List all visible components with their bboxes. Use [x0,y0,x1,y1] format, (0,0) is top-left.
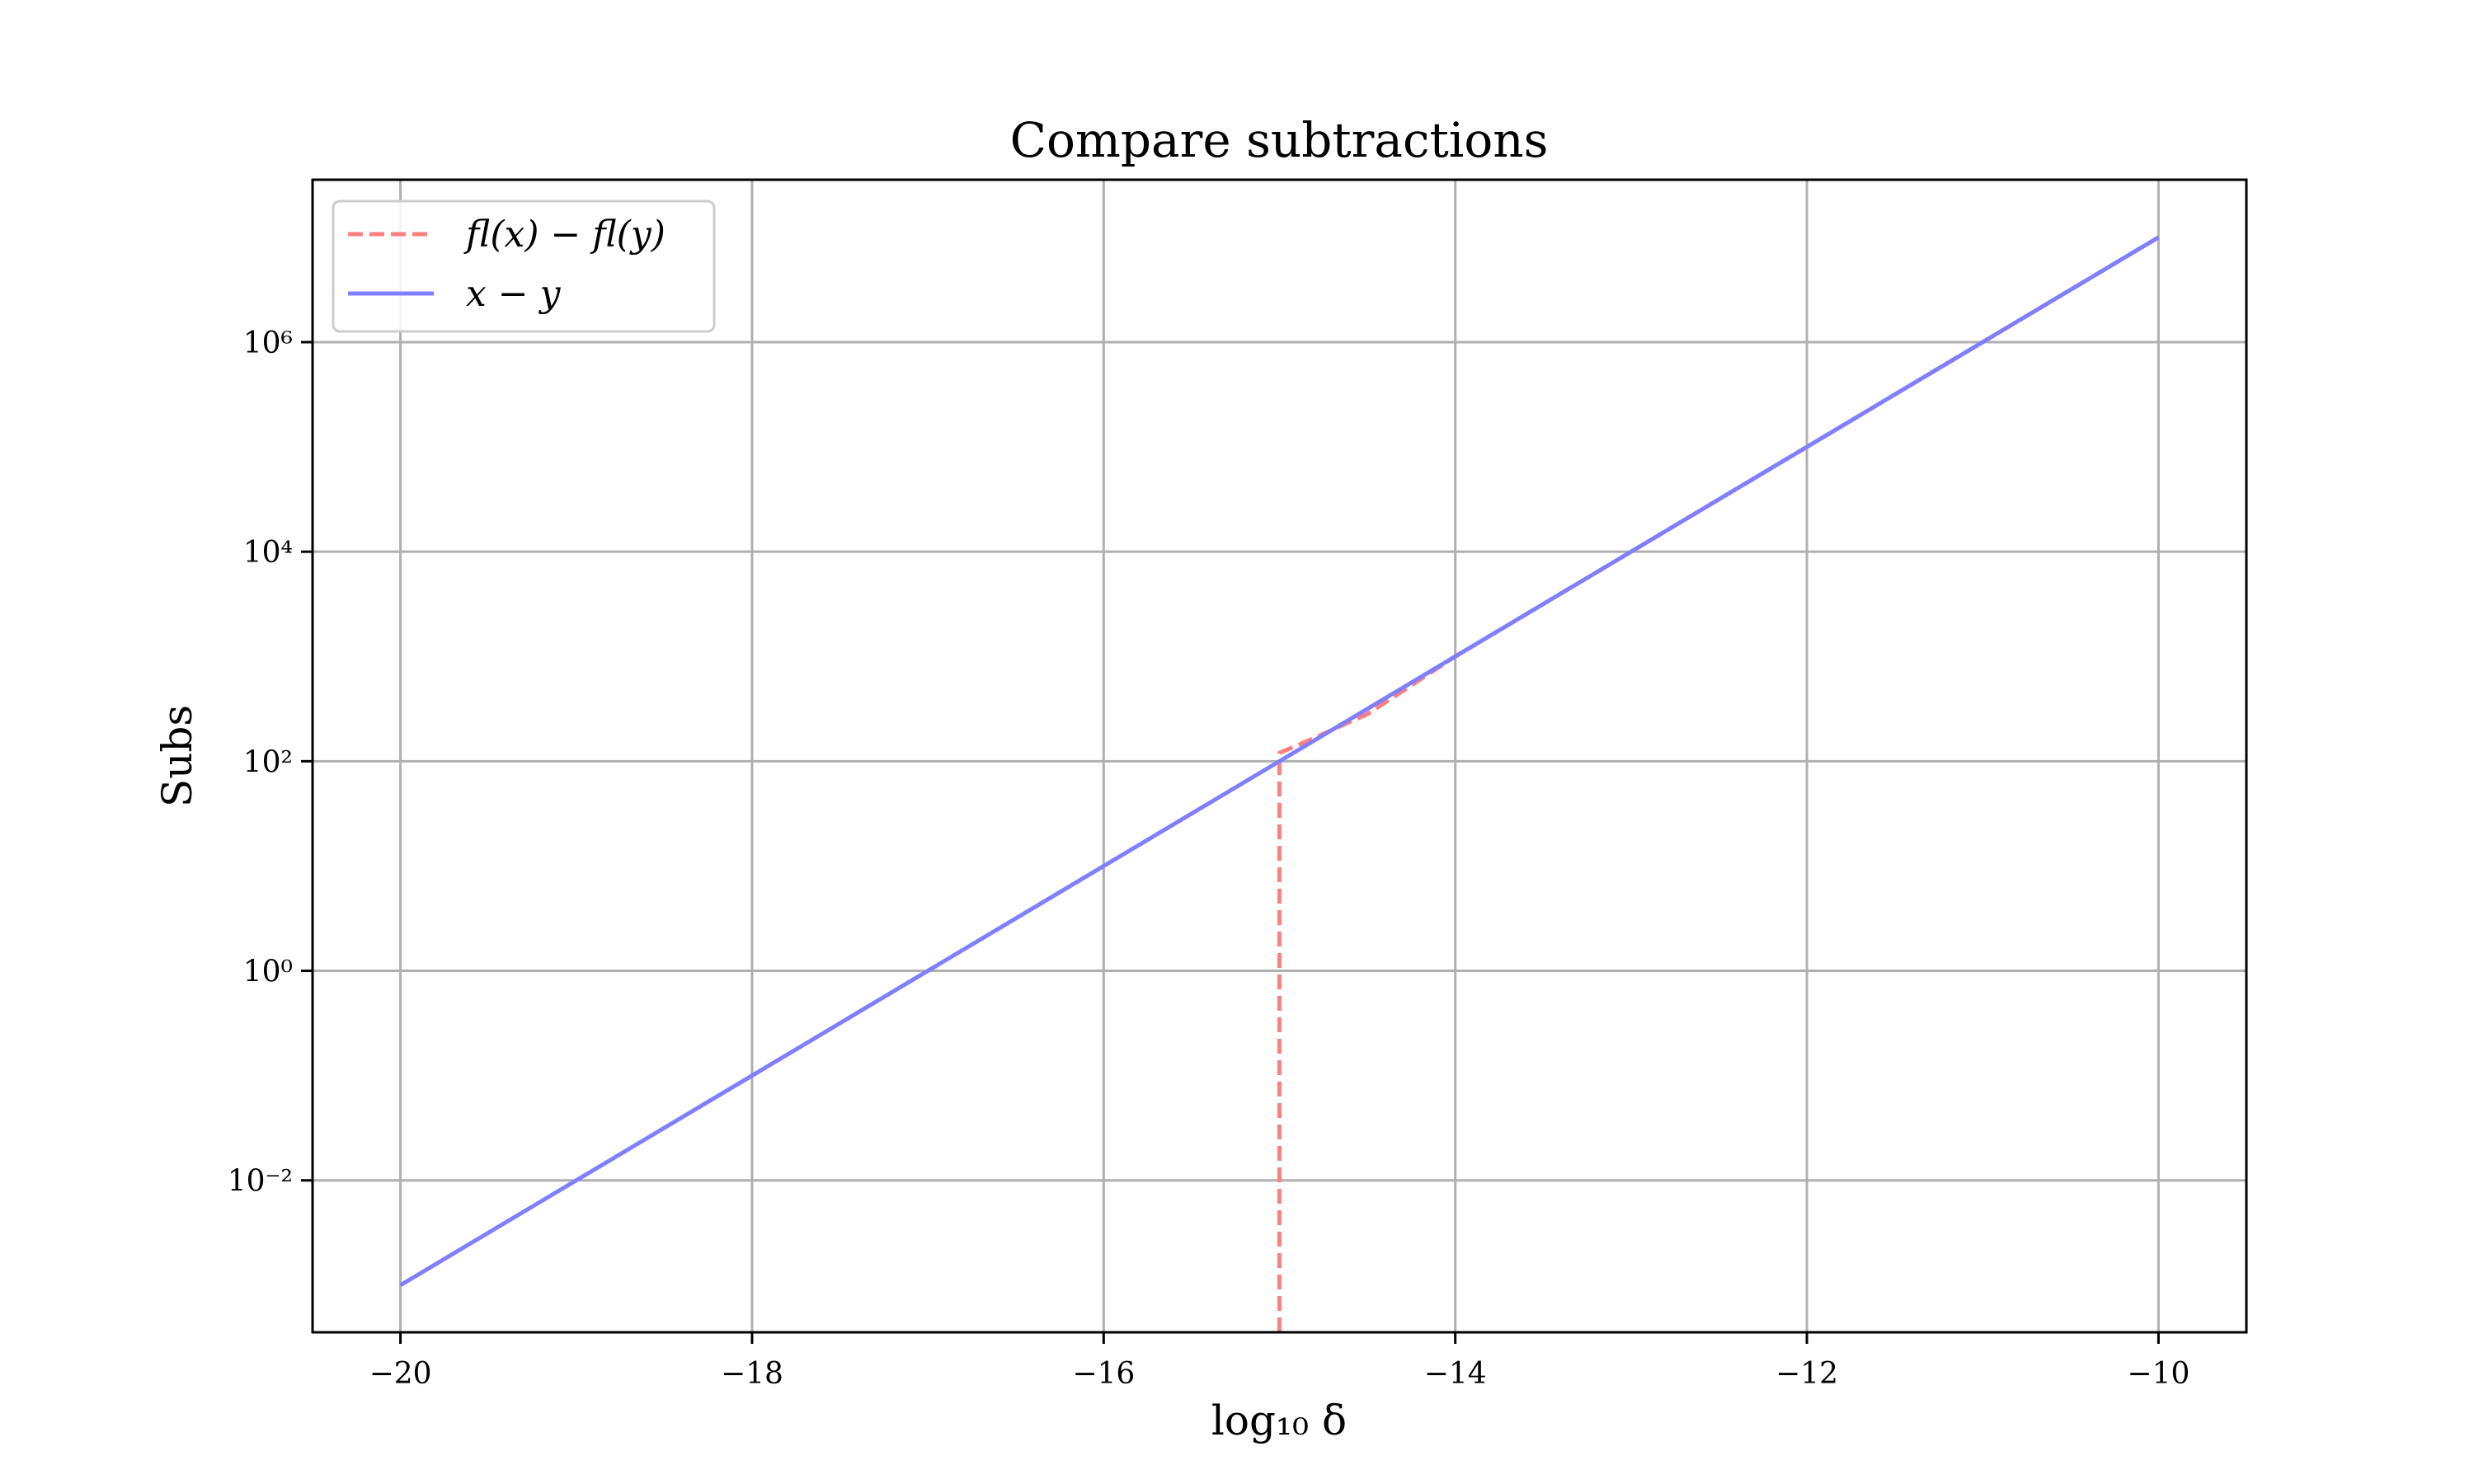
x-tick-label: −12 [1776,1357,1838,1391]
legend-label-exact-subtraction: x − y [466,273,562,315]
y-axis-ticks: 10⁻² 10⁰ 10² 10⁴ 10⁶ [228,326,313,1199]
y-tick-label: 10⁴ [243,536,293,570]
series-layer [399,235,2160,1332]
chart-title: Compare subtractions [1010,112,1549,168]
x-axis-ticks: −20 −18 −16 −14 −12 −10 [369,1332,2189,1391]
x-tick-label: −16 [1072,1357,1135,1391]
plot-frame [311,178,2248,1334]
legend-label-fl-subtraction: fl(x) − fl(y) [463,214,666,256]
x-tick-label: −10 [2127,1357,2189,1391]
y-axis-label: Subs [153,705,201,807]
y-tick-label: 10⁶ [243,326,293,360]
y-tick-label: 10⁻² [228,1165,293,1199]
y-tick-label: 10² [243,745,293,779]
x-tick-label: −20 [369,1357,432,1391]
legend-box [332,200,716,333]
y-tick-label: 10⁰ [243,956,293,989]
grid-lines [313,180,2246,1332]
series-line-exact-subtraction [399,235,2160,1287]
legend: fl(x) − fl(y) x − y [332,200,716,333]
x-tick-label: −14 [1424,1357,1487,1391]
x-axis-label: log₁₀ δ [1211,1397,1347,1444]
x-tick-label: −18 [721,1357,783,1391]
